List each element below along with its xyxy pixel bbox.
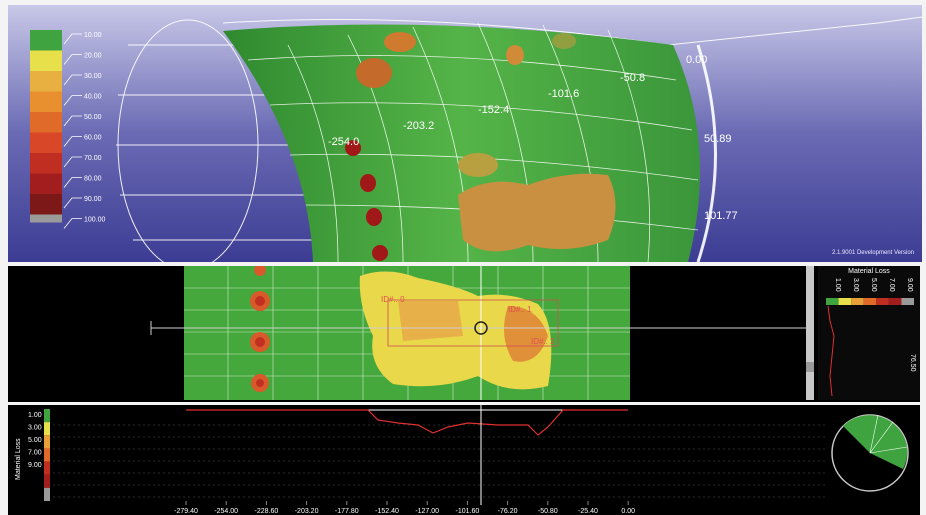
legend-value: 10.00 [84, 32, 102, 39]
circumference-pie [831, 414, 909, 492]
c-scan-panel[interactable]: ID#.. 0 ID#.. 1 ID#.. 2 Material Loss 1.… [8, 266, 920, 402]
axial-label: -203.2 [403, 120, 434, 132]
y-scale-swatch [44, 422, 50, 436]
scan-scrollbar[interactable] [806, 266, 814, 400]
legend-swatch [30, 132, 62, 153]
axial-label: -101.6 [548, 88, 579, 100]
plot-grid [53, 424, 828, 498]
side-scale-label: 3.00 [852, 278, 859, 292]
y-scale-swatch [44, 461, 50, 475]
y-scale-swatch [44, 409, 50, 423]
x-tick: -254.00 [214, 508, 238, 515]
legend-swatch [30, 50, 62, 71]
circ-label: 50.89 [704, 133, 732, 145]
circumferential-labels: 0.00 50.89 101.77 [686, 54, 738, 222]
side-scale-swatch [838, 298, 852, 305]
axial-position-labels: -254.0 -203.2 -152.4 -101.6 -50.8 [328, 72, 645, 148]
legend-swatch [30, 194, 62, 215]
material-loss-side-profile: Material Loss 1.00 3.00 5.00 7.00 9.00 76.50 [818, 266, 920, 400]
pipe-grid [247, 22, 699, 262]
x-tick: -177.80 [335, 508, 359, 515]
legend-value: 50.00 [84, 114, 102, 121]
legend-swatch [30, 173, 62, 194]
color-legend: 10.00 20.00 30.00 40.00 50.00 60.00 70.00 80.00… [30, 30, 106, 229]
defect-label: ID#.. 0 [381, 295, 405, 304]
x-tick: 0.00 [621, 508, 635, 515]
scan-cursor[interactable] [150, 266, 808, 400]
x-tick: -50.80 [538, 508, 558, 515]
legend-value: 90.00 [84, 196, 102, 203]
3d-pipe-canvas: 10.00 20.00 30.00 40.00 50.00 60.00 70.00 80.00… [8, 5, 922, 262]
x-tick: -152.40 [375, 508, 399, 515]
x-tick: -127.00 [415, 508, 439, 515]
legend-swatch [30, 112, 62, 133]
side-scale-swatch [876, 298, 889, 305]
circ-label: 101.77 [704, 210, 738, 222]
side-scale-label: 9.00 [906, 278, 913, 292]
scan-defects [250, 266, 552, 392]
legend-swatch [30, 91, 62, 112]
material-loss-plot[interactable]: Material Loss 1.00 3.00 5.00 7.00 9.00 -279.… [8, 405, 920, 515]
side-scale-swatch [863, 298, 877, 305]
y-tick: 1.00 [28, 412, 42, 419]
axial-label: -152.4 [478, 104, 509, 116]
version-label: 2.1.9001 Development Version [831, 250, 914, 256]
side-scale-swatch [901, 298, 914, 305]
side-value: 76.50 [909, 354, 916, 372]
legend-value: 60.00 [84, 135, 102, 142]
side-scale-swatch [851, 298, 864, 305]
side-scale-swatch [888, 298, 902, 305]
axial-label: -254.0 [328, 136, 359, 148]
defect-label: ID#.. 1 [508, 305, 532, 314]
defect-label: ID#.. 2 [531, 337, 555, 346]
x-tick: -203.20 [295, 508, 319, 515]
side-title: Material Loss [848, 268, 890, 275]
legend-value: 20.00 [84, 53, 102, 60]
side-scale-swatch [826, 298, 839, 305]
x-tick: -25.40 [578, 508, 598, 515]
legend-swatch [30, 71, 62, 92]
legend-swatch [30, 153, 62, 174]
legend-value: 40.00 [84, 94, 102, 101]
circ-label: 0.00 [686, 54, 707, 66]
x-tick: -76.20 [498, 508, 518, 515]
legend-value: 70.00 [84, 155, 102, 162]
material-loss-line [186, 409, 628, 436]
side-scale-label: 1.00 [834, 278, 841, 292]
corrosion-patches [345, 32, 616, 261]
y-scale-swatch [44, 474, 50, 488]
x-tick: -101.60 [456, 508, 480, 515]
legend-value: 30.00 [84, 73, 102, 80]
y-scale-swatch [44, 487, 50, 501]
material-loss-chart: Material Loss 1.00 3.00 5.00 7.00 9.00 -279.… [8, 405, 920, 515]
y-tick: 9.00 [28, 462, 42, 469]
legend-value: 80.00 [84, 176, 102, 183]
y-tick: 3.00 [28, 425, 42, 432]
x-tick: -279.40 [174, 508, 198, 515]
y-tick: 7.00 [28, 450, 42, 457]
y-scale-swatch [44, 448, 50, 462]
3d-pipe-view[interactable]: 10.00 20.00 30.00 40.00 50.00 60.00 70.00 80.00… [8, 5, 922, 262]
side-scale-label: 7.00 [888, 278, 895, 292]
legend-value: 100.00 [84, 217, 106, 224]
c-scan-canvas: ID#.. 0 ID#.. 1 ID#.. 2 Material Loss 1.… [8, 266, 920, 402]
axial-label: -50.8 [620, 72, 645, 84]
legend-swatch [30, 30, 62, 51]
x-tick: -228.60 [255, 508, 279, 515]
side-scale-label: 5.00 [870, 278, 877, 292]
y-tick: 5.00 [28, 437, 42, 444]
y-scale-swatch [44, 435, 50, 449]
legend-swatch [30, 214, 62, 223]
y-axis-label: Material Loss [15, 438, 22, 480]
